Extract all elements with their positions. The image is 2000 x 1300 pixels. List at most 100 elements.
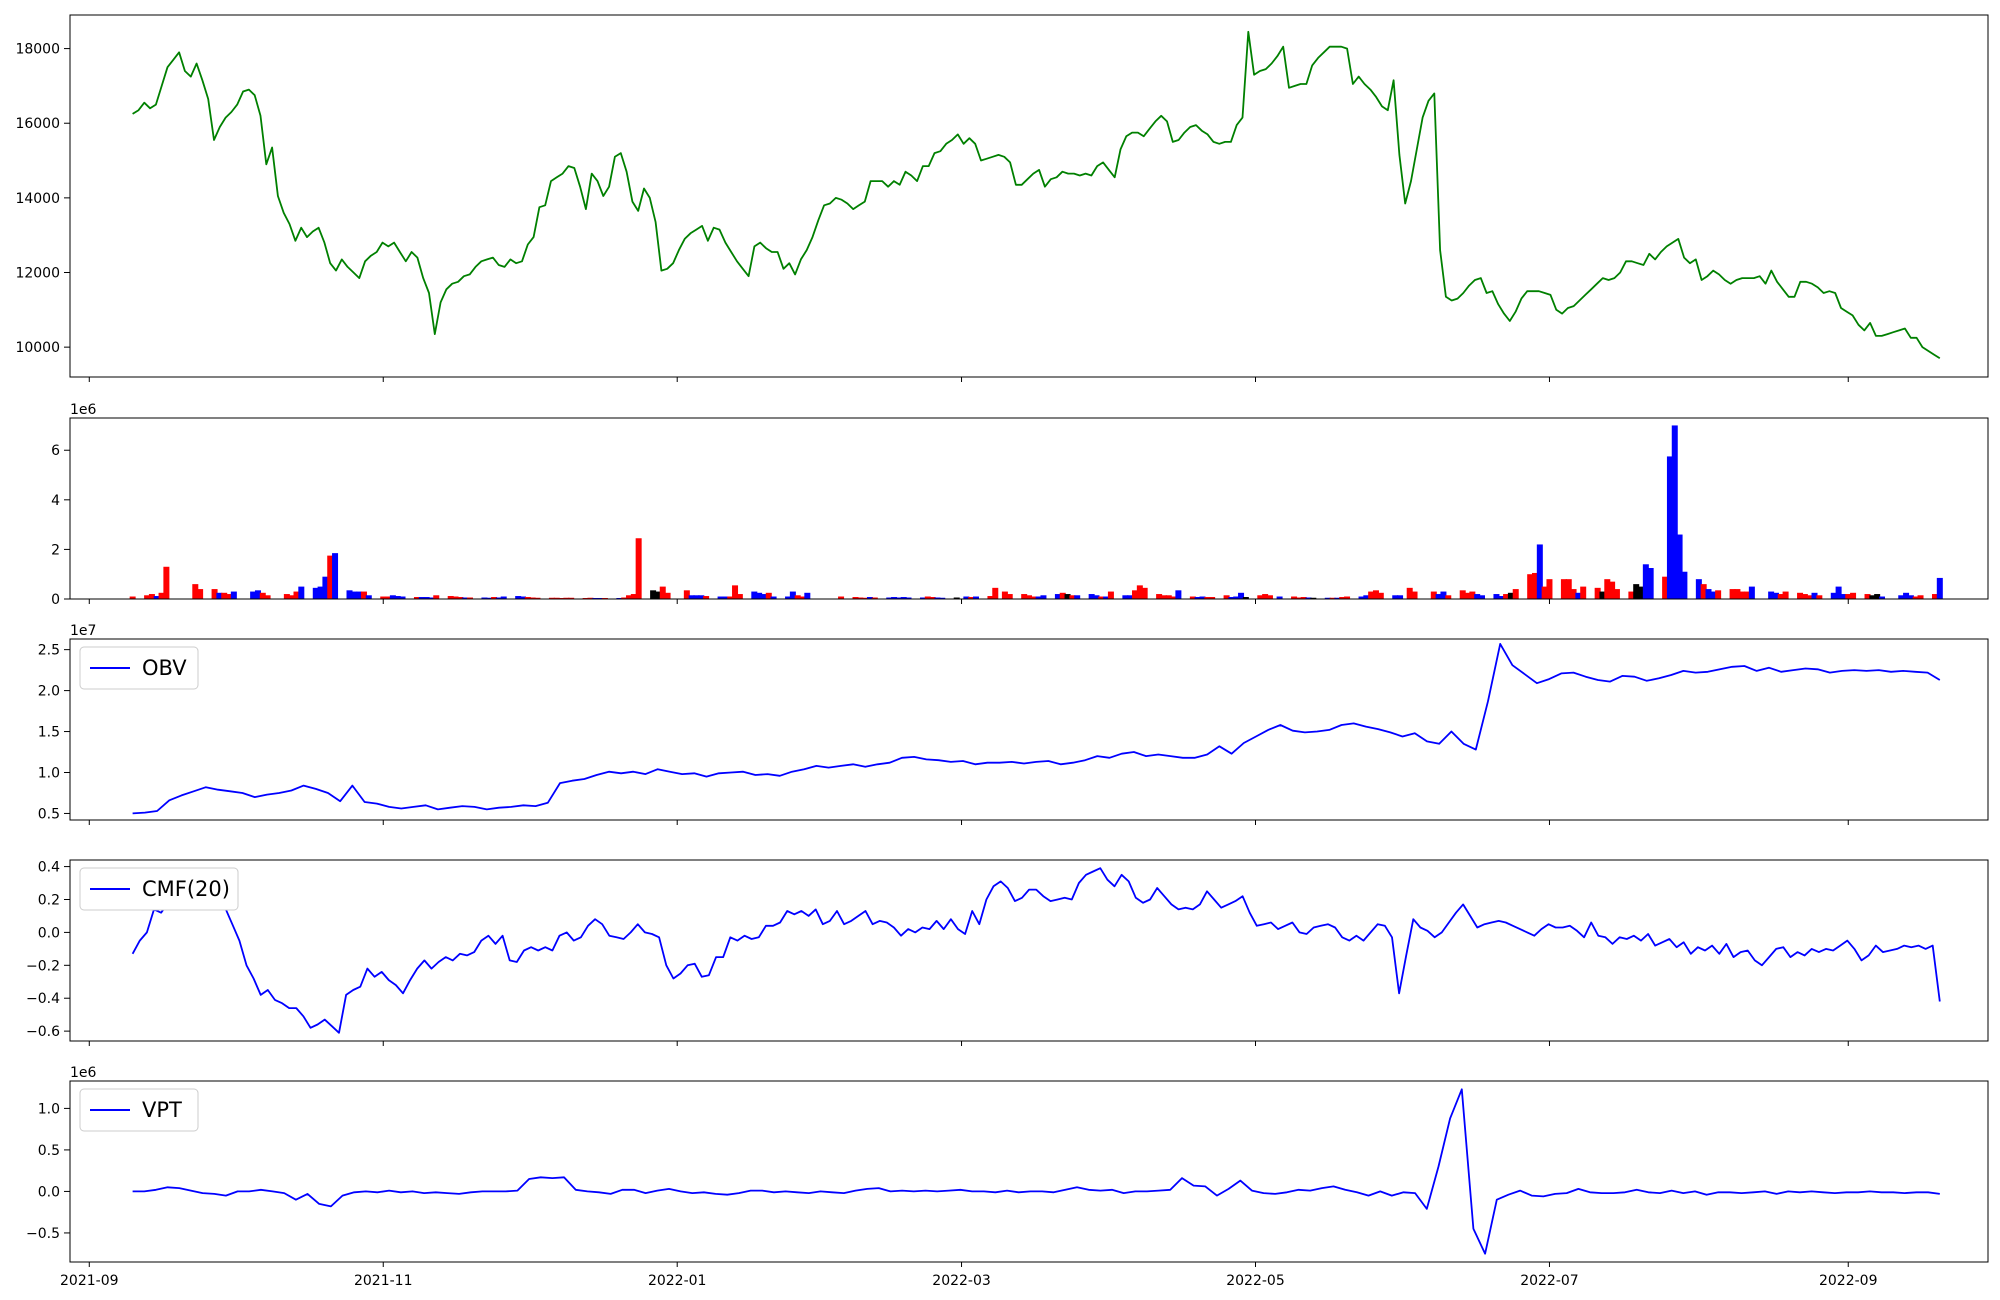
y-tick-label: 6 bbox=[51, 443, 60, 459]
y-tick-label: 0.0 bbox=[38, 1184, 60, 1200]
volume-bar bbox=[722, 596, 729, 599]
volume-bar bbox=[447, 596, 454, 599]
y-tick-label: 16000 bbox=[15, 116, 60, 132]
volume-bar bbox=[423, 597, 430, 599]
volume-bar bbox=[862, 597, 869, 599]
volume-bar bbox=[1310, 597, 1317, 599]
y-tick-label: 10000 bbox=[15, 340, 60, 356]
volume-bar bbox=[1209, 597, 1216, 599]
volume-bar bbox=[1295, 597, 1302, 599]
volume-bar bbox=[1088, 594, 1095, 599]
volume-bar bbox=[621, 597, 628, 599]
volume-bar bbox=[866, 597, 873, 599]
volume-bar bbox=[1098, 596, 1105, 599]
volume-bar bbox=[1334, 597, 1341, 599]
volume-bar bbox=[1021, 594, 1028, 599]
volume-bar bbox=[332, 553, 339, 599]
volume-bar bbox=[1469, 591, 1476, 599]
volume-bar bbox=[1507, 592, 1514, 599]
volume-bar bbox=[1324, 597, 1331, 599]
volume-bar bbox=[452, 596, 459, 599]
volume-bar bbox=[785, 596, 792, 599]
volume-bar bbox=[1835, 586, 1842, 599]
volume-bar bbox=[1170, 596, 1177, 599]
volume-bar bbox=[129, 596, 136, 599]
volume-bar bbox=[259, 592, 266, 599]
volume-bar bbox=[1898, 595, 1905, 599]
volume-bar bbox=[756, 592, 763, 599]
volume-bar bbox=[1411, 591, 1418, 599]
volume-bar bbox=[1107, 591, 1114, 599]
shared-date-axis: 2021-09 2021-11 2022-01 2022-03 2022-05 2022-… bbox=[60, 1273, 1877, 1289]
volume-bar bbox=[1729, 589, 1736, 599]
volume-bar bbox=[317, 586, 324, 599]
volume-bar bbox=[968, 597, 975, 599]
volume-bar bbox=[1811, 592, 1818, 599]
volume-bar bbox=[1700, 584, 1707, 599]
volume-bar bbox=[1710, 591, 1717, 599]
y-tick-label: −0.6 bbox=[26, 1024, 60, 1040]
volume-bar bbox=[192, 584, 199, 599]
volume-bar bbox=[987, 596, 994, 599]
volume-bar bbox=[216, 592, 223, 599]
volume-bar bbox=[871, 597, 878, 599]
volume-bar bbox=[635, 538, 642, 599]
volume-bar bbox=[587, 597, 594, 599]
volume-bar bbox=[924, 596, 931, 599]
volume-bar bbox=[221, 592, 228, 599]
volume-bar bbox=[553, 597, 560, 599]
volume-bar bbox=[1459, 590, 1466, 599]
volume-bar bbox=[900, 597, 907, 599]
volume-bar bbox=[1580, 586, 1587, 599]
series-line bbox=[132, 1088, 1940, 1255]
volume-bar bbox=[524, 597, 531, 599]
volume-bar bbox=[197, 589, 204, 599]
y-tick-label: 1.0 bbox=[38, 765, 60, 781]
volume-bar bbox=[1122, 595, 1129, 599]
volume-bar bbox=[1666, 456, 1673, 599]
volume-bar bbox=[500, 596, 507, 599]
y-tick-label: 0.5 bbox=[38, 806, 60, 822]
volume-bar bbox=[1440, 591, 1447, 599]
volume-bar bbox=[1372, 590, 1379, 599]
volume-bar bbox=[1613, 589, 1620, 599]
legend-box bbox=[79, 867, 239, 911]
y-tick-label: 0.2 bbox=[38, 892, 60, 908]
volume-bar bbox=[1266, 595, 1273, 599]
volume-bar bbox=[1570, 589, 1577, 599]
volume-bar bbox=[495, 597, 502, 599]
volume-bar bbox=[1392, 595, 1399, 599]
y-tick-label: 4 bbox=[51, 493, 60, 509]
y-tick-label: 18000 bbox=[15, 42, 60, 58]
volume-bar bbox=[1801, 594, 1808, 599]
series-line bbox=[131, 867, 1941, 1034]
volume-bar bbox=[211, 589, 218, 599]
volume-bar bbox=[1445, 595, 1452, 599]
axes-frame bbox=[69, 417, 1989, 600]
y-tick-label: 14000 bbox=[15, 191, 60, 207]
volume-bar bbox=[1257, 595, 1264, 599]
y-tick-label: 0.0 bbox=[38, 925, 60, 941]
volume-bar bbox=[351, 591, 358, 599]
volume-bar bbox=[380, 596, 387, 599]
x-tick-label: 2021-09 bbox=[60, 1273, 119, 1289]
volume-bar bbox=[727, 596, 734, 599]
y-tick-label: 2.5 bbox=[38, 643, 60, 659]
volume-bar bbox=[1739, 591, 1746, 599]
volume-bar bbox=[688, 595, 695, 599]
volume-bar bbox=[394, 596, 401, 599]
volume-bar bbox=[1204, 597, 1211, 599]
volume-bar bbox=[905, 597, 912, 599]
volume-bar bbox=[1936, 577, 1943, 599]
volume-bar bbox=[1276, 596, 1283, 599]
volume-bar bbox=[664, 592, 671, 599]
legend-box bbox=[79, 646, 199, 690]
volume-bar bbox=[1599, 591, 1606, 599]
legend-label: CMF(20) bbox=[142, 877, 230, 901]
volume-bar bbox=[250, 591, 257, 599]
volume-bar bbox=[919, 597, 926, 599]
volume-bar bbox=[1806, 595, 1813, 599]
volume-bar bbox=[972, 596, 979, 599]
